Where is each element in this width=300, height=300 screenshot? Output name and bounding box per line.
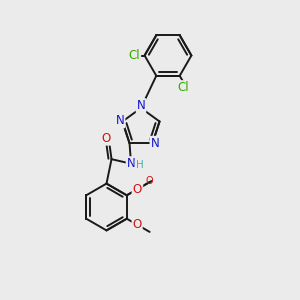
Text: O: O bbox=[133, 218, 142, 231]
Text: N: N bbox=[151, 137, 159, 150]
Text: Cl: Cl bbox=[177, 81, 188, 94]
Text: N: N bbox=[136, 99, 146, 112]
Text: O: O bbox=[145, 176, 153, 186]
Text: N: N bbox=[116, 114, 124, 128]
Text: O: O bbox=[101, 132, 111, 145]
Text: Cl: Cl bbox=[129, 49, 140, 62]
Text: N: N bbox=[127, 157, 135, 170]
Text: O: O bbox=[133, 182, 142, 196]
Text: O: O bbox=[133, 183, 142, 196]
Text: H: H bbox=[136, 160, 143, 170]
